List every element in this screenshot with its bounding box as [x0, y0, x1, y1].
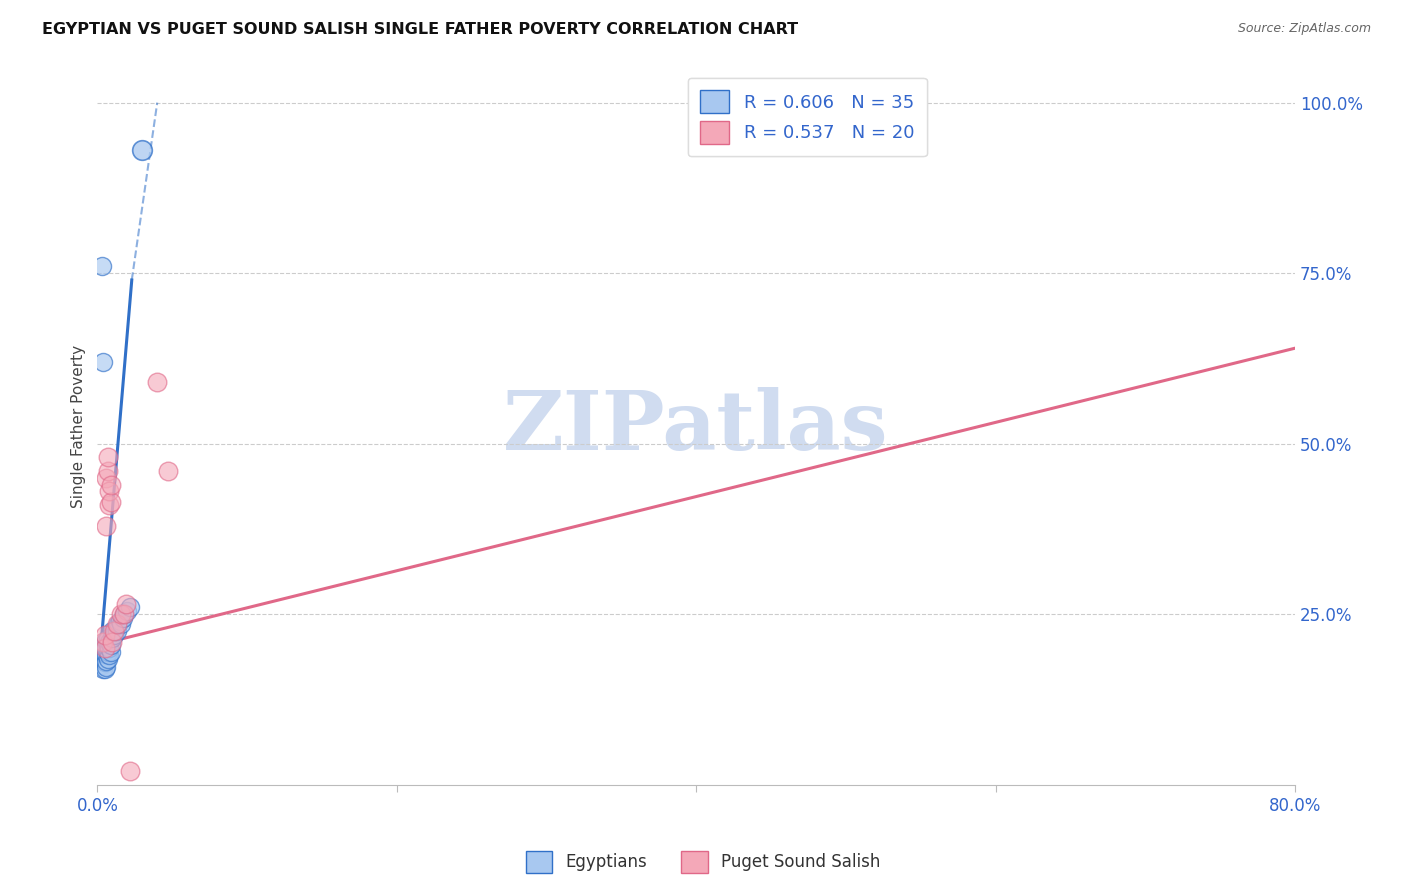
Y-axis label: Single Father Poverty: Single Father Poverty [72, 345, 86, 508]
Point [94, 662, 117, 676]
Point [101, 634, 124, 648]
Point [91, 634, 114, 648]
Point [100, 645, 122, 659]
Point [94, 655, 117, 669]
Point [146, 376, 169, 390]
Point [156, 464, 179, 478]
Point [100, 638, 122, 652]
Point [110, 607, 132, 622]
Point [108, 614, 131, 628]
Point [105, 617, 128, 632]
Point [98, 484, 121, 499]
Point [131, 144, 153, 158]
Point [96, 647, 118, 661]
Point [96, 633, 118, 648]
Point [103, 624, 125, 639]
Point [103, 628, 125, 642]
Text: ZIPatlas: ZIPatlas [503, 386, 889, 467]
Point [104, 624, 127, 639]
Point [114, 597, 136, 611]
Point [96, 518, 118, 533]
Point [112, 607, 135, 622]
Point [98, 648, 121, 662]
Text: Source: ZipAtlas.com: Source: ZipAtlas.com [1237, 22, 1371, 36]
Point [105, 624, 128, 639]
Point [96, 660, 118, 674]
Point [96, 471, 118, 485]
Point [98, 634, 121, 648]
Point [97, 638, 120, 652]
Point [100, 477, 122, 491]
Point [112, 607, 135, 622]
Point [101, 631, 124, 645]
Point [96, 641, 118, 656]
Point [91, 662, 114, 676]
Point [97, 645, 120, 659]
Point [98, 498, 121, 512]
Point [97, 464, 120, 478]
Point [97, 631, 120, 645]
Point [97, 450, 120, 465]
Point [90, 260, 112, 274]
Point [107, 617, 129, 632]
Point [120, 764, 142, 778]
Point [100, 494, 122, 508]
Point [91, 651, 114, 665]
Point [101, 624, 124, 639]
Point [97, 651, 120, 665]
Point [96, 654, 118, 668]
Point [94, 641, 117, 656]
Point [91, 645, 114, 659]
Point [111, 610, 134, 624]
Point [94, 641, 117, 656]
Point [94, 634, 117, 648]
Point [110, 617, 132, 632]
Point [94, 648, 117, 662]
Point [98, 641, 121, 656]
Point [117, 604, 139, 618]
Legend: R = 0.606   N = 35, R = 0.537   N = 20: R = 0.606 N = 35, R = 0.537 N = 20 [688, 78, 927, 156]
Point [120, 600, 142, 615]
Point [94, 628, 117, 642]
Point [90, 658, 112, 673]
Legend: Egyptians, Puget Sound Salish: Egyptians, Puget Sound Salish [519, 845, 887, 880]
Text: EGYPTIAN VS PUGET SOUND SALISH SINGLE FATHER POVERTY CORRELATION CHART: EGYPTIAN VS PUGET SOUND SALISH SINGLE FA… [42, 22, 799, 37]
Point [91, 355, 114, 369]
